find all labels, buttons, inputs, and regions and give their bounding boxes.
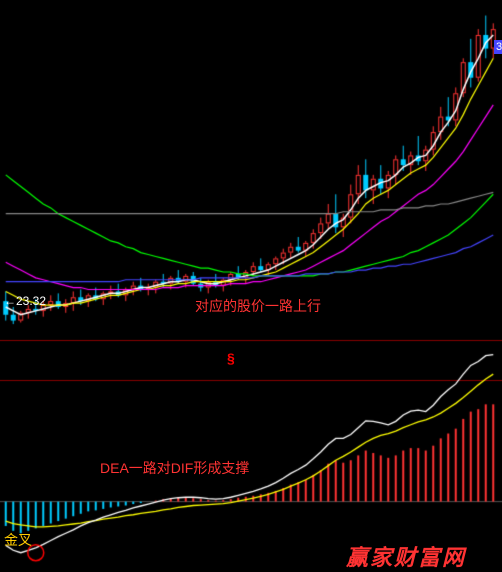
low-price-label: ←23.32 <box>4 294 46 308</box>
chart-canvas <box>0 0 502 569</box>
watermark-text: 赢家财富网 <box>346 540 466 572</box>
volume-marker-glyph: § <box>227 350 235 366</box>
macd-support-note: DEA一路对DIF形成支撑 <box>100 458 249 478</box>
price-uptrend-note: 对应的股价一路上行 <box>195 296 321 316</box>
golden-cross-label: 金叉 <box>4 530 32 550</box>
right-edge-badge: 3 <box>494 40 502 54</box>
stock-chart-container: ←23.32 对应的股价一路上行 DEA一路对DIF形成支撑 金叉 § 赢家财富… <box>0 0 502 569</box>
